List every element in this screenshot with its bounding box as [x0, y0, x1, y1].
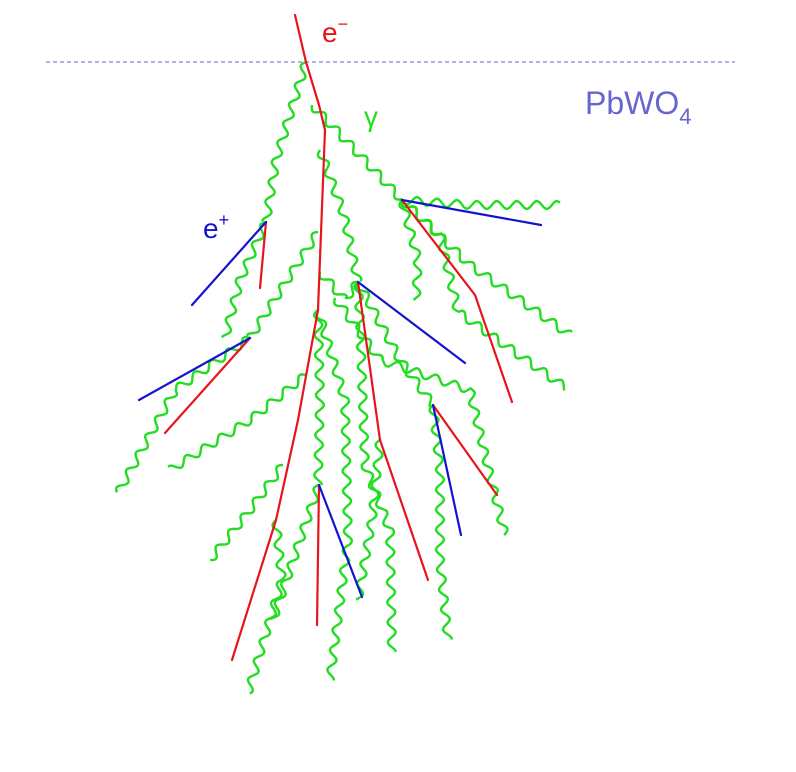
electron-label: e− [322, 14, 348, 48]
positron-track [317, 483, 364, 599]
photon-track [245, 230, 319, 337]
photon-track [428, 404, 454, 640]
electron-track [378, 438, 430, 582]
positron-track [431, 403, 463, 537]
photon-track [310, 104, 403, 201]
material-label: PbWO4 [585, 85, 691, 129]
photon-track [314, 309, 353, 681]
positron-track [356, 280, 467, 365]
electron-track [316, 128, 327, 312]
photon-track [355, 281, 433, 408]
photon-label: γ [364, 101, 378, 132]
photon-track [210, 463, 284, 562]
photon-track [220, 220, 267, 339]
electron-track [293, 13, 308, 64]
photon-track [246, 519, 287, 695]
photon-track [400, 199, 566, 391]
positron-label: e+ [203, 210, 229, 244]
electron-track [431, 403, 499, 497]
positron-tracks [137, 198, 543, 599]
electron-track [163, 336, 252, 435]
photon-track [269, 483, 320, 621]
electron-track [473, 293, 514, 404]
positron-track [400, 198, 543, 227]
photon-track [313, 309, 325, 486]
photon-track [114, 335, 251, 493]
electron-track [274, 418, 300, 522]
photon-track [398, 199, 423, 301]
electron-track [258, 220, 268, 290]
photon-track [355, 439, 384, 601]
positron-track [137, 336, 252, 402]
photon-track [167, 373, 307, 470]
photon-track [316, 149, 363, 282]
photon-track [260, 60, 307, 222]
electron-track [317, 103, 327, 132]
positron-track [190, 220, 268, 307]
photon-track [353, 281, 398, 653]
photon-track [401, 196, 561, 211]
electron-track [304, 60, 321, 107]
electron-track [400, 198, 477, 297]
electron-track [296, 308, 320, 422]
electron-tracks [163, 13, 514, 662]
electron-track [230, 518, 278, 662]
photon-track [318, 271, 358, 300]
electron-track [356, 280, 382, 442]
electron-track [315, 483, 321, 627]
